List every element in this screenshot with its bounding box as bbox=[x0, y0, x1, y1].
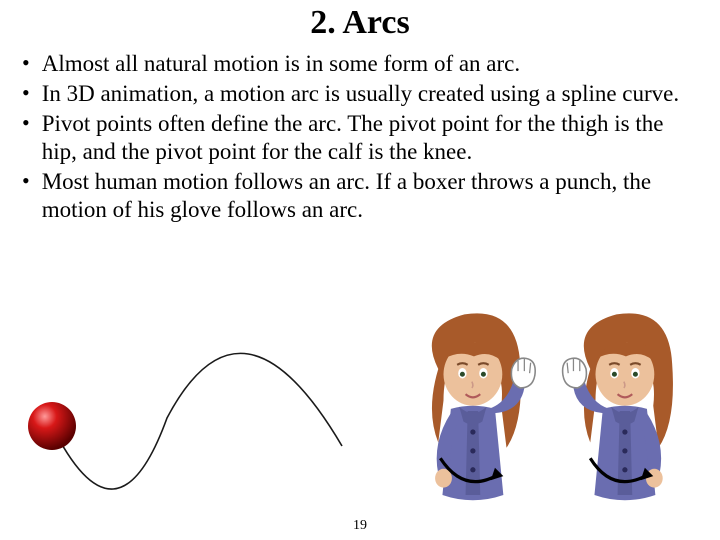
bullet-dot-icon: • bbox=[22, 80, 30, 107]
bullet-text: Almost all natural motion is in some for… bbox=[42, 50, 690, 78]
bullet-item: • Most human motion follows an arc. If a… bbox=[46, 168, 690, 224]
motion-arc-curve bbox=[52, 353, 342, 489]
bullet-dot-icon: • bbox=[22, 110, 30, 137]
bullet-text: In 3D animation, a motion arc is usually… bbox=[42, 80, 690, 108]
bullet-item: • In 3D animation, a motion arc is usual… bbox=[46, 80, 690, 108]
hand-icon bbox=[563, 358, 587, 388]
bullet-item: • Pivot points often define the arc. The… bbox=[46, 110, 690, 166]
ball-icon bbox=[28, 402, 76, 450]
bullet-dot-icon: • bbox=[22, 50, 30, 77]
bullet-item: • Almost all natural motion is in some f… bbox=[46, 50, 690, 78]
bullet-text: Pivot points often define the arc. The p… bbox=[42, 110, 690, 166]
hand-icon bbox=[511, 358, 535, 388]
slide-title: 2. Arcs bbox=[0, 0, 720, 50]
page-number: 19 bbox=[0, 518, 720, 534]
bullet-text: Most human motion follows an arc. If a b… bbox=[42, 168, 690, 224]
arc-curve-figure bbox=[12, 306, 362, 516]
character-right bbox=[552, 306, 702, 516]
bullet-dot-icon: • bbox=[22, 168, 30, 195]
figures-row bbox=[0, 286, 720, 516]
character-left bbox=[400, 306, 550, 516]
bullet-list: • Almost all natural motion is in some f… bbox=[0, 50, 720, 224]
